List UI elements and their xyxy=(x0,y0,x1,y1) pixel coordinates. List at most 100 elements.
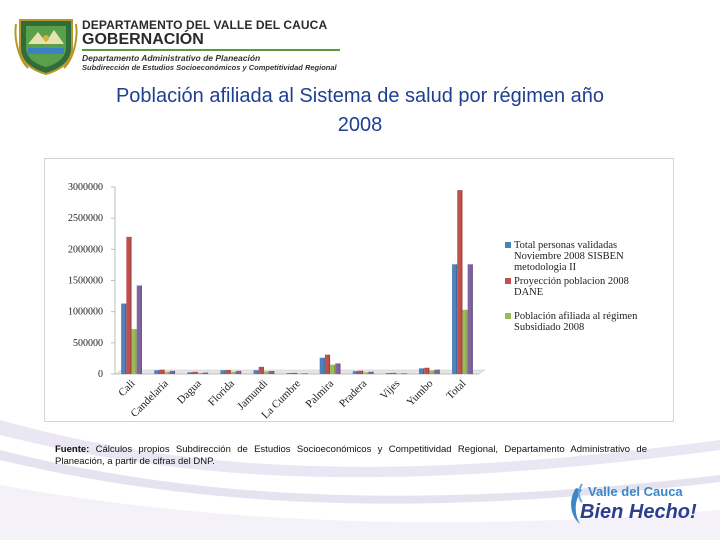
legend-swatch xyxy=(505,278,511,284)
page-title-line2: 2008 xyxy=(337,114,383,136)
bar xyxy=(452,264,458,374)
bar-shade xyxy=(389,373,392,374)
bar xyxy=(391,372,397,374)
bar xyxy=(169,370,176,374)
x-tick-label: Total xyxy=(444,378,468,402)
bar-shade xyxy=(135,329,137,374)
legend-swatch xyxy=(505,313,511,319)
bar-shade xyxy=(191,372,193,374)
bar-shade xyxy=(461,190,463,374)
bar xyxy=(357,370,364,374)
bar xyxy=(202,372,209,374)
bar xyxy=(192,371,198,374)
bar xyxy=(159,369,165,374)
legend-label: DANE xyxy=(514,287,543,298)
bar-shade xyxy=(372,371,374,374)
bar-shade xyxy=(405,373,407,374)
legend-label: Noviembre 2008 SISBEN xyxy=(514,251,624,262)
source-note: Fuente: Cálculos propios Subdirección de… xyxy=(55,444,647,468)
government-seal-icon xyxy=(14,19,78,76)
header: DEPARTAMENTO DEL VALLE DEL CAUCA GOBERNA… xyxy=(0,0,720,80)
bar-shade xyxy=(334,364,336,374)
x-tick-label: Vijes xyxy=(378,378,402,402)
x-tick-label: Yumbo xyxy=(405,377,436,408)
bar xyxy=(363,372,369,374)
bar xyxy=(424,367,430,374)
bar xyxy=(324,354,331,374)
bar xyxy=(467,264,473,374)
header-office: Departamento Administrativo de Planeació… xyxy=(82,53,261,63)
bar-shade xyxy=(456,264,458,374)
header-suboffice: Subdirección de Estudios Socioeconómicos… xyxy=(82,63,337,72)
page-title: Población afiliada al Sistema de salud p… xyxy=(40,82,680,140)
bar xyxy=(462,309,468,374)
bar xyxy=(286,373,292,374)
bar-shade xyxy=(130,236,132,374)
bar-shade xyxy=(395,372,397,374)
bar-shade xyxy=(301,373,303,374)
source-label: Fuente: xyxy=(55,444,90,455)
bar xyxy=(197,372,203,374)
header-department: DEPARTAMENTO DEL VALLE DEL CAUCA xyxy=(82,18,328,32)
bar-shade xyxy=(433,370,435,374)
bar-shade xyxy=(323,357,325,374)
bar-shade xyxy=(257,370,259,374)
bar-shade xyxy=(229,369,231,374)
y-tick-label: 2500000 xyxy=(68,213,103,224)
bar-shade xyxy=(361,370,364,374)
bar xyxy=(269,371,275,374)
bar-shade xyxy=(422,368,425,374)
y-tick-label: 500000 xyxy=(73,338,103,349)
bar xyxy=(291,372,297,374)
bar-shade xyxy=(140,285,142,374)
bar-shade xyxy=(273,371,275,374)
y-tick-label: 0 xyxy=(98,369,103,380)
legend-swatch xyxy=(505,242,511,248)
bar xyxy=(220,370,226,374)
bar xyxy=(396,373,402,374)
x-tick-label: Florida xyxy=(206,378,237,409)
header-divider xyxy=(82,49,340,51)
bar-shade xyxy=(163,369,165,374)
bar xyxy=(385,373,392,374)
bar xyxy=(352,371,358,374)
bar-shade xyxy=(290,373,292,374)
bar-shade xyxy=(466,309,468,374)
bar-shade xyxy=(295,372,297,374)
bar xyxy=(225,369,231,374)
bar-shade xyxy=(367,372,369,374)
bar xyxy=(121,303,127,374)
bar-shade xyxy=(438,369,440,374)
y-tick-label: 1000000 xyxy=(68,307,103,318)
bar xyxy=(154,370,160,374)
x-tick-label: Cali xyxy=(116,378,137,399)
x-tick-label: Pradera xyxy=(337,378,369,410)
bar-shade xyxy=(168,371,170,374)
y-tick-label: 2000000 xyxy=(68,244,103,255)
legend-label: Proyección poblacion 2008 xyxy=(514,276,629,287)
chart-frame: 0 500000 1000000 1500000 2000000 2500000 30000… xyxy=(44,158,674,422)
legend-label: Total personas validadas xyxy=(514,240,617,251)
bar xyxy=(258,366,264,374)
bar-shade xyxy=(173,370,176,374)
x-tick-label: Dagua xyxy=(175,378,204,407)
legend-label: Población afiliada al régimen xyxy=(514,311,638,322)
bar xyxy=(297,373,303,374)
bar-shade xyxy=(356,371,358,374)
bar-shade xyxy=(328,354,331,374)
bar-shade xyxy=(196,371,198,374)
bar-shade xyxy=(339,363,341,374)
bar-shade xyxy=(234,371,237,374)
bar-shade xyxy=(206,372,209,374)
bar xyxy=(131,329,137,374)
bar xyxy=(236,370,242,374)
bar xyxy=(126,236,132,374)
bar-shade xyxy=(224,370,226,374)
decorative-swoosh xyxy=(0,420,720,540)
bar xyxy=(434,369,440,374)
bar xyxy=(335,363,341,374)
bar xyxy=(253,370,259,374)
bar-chart: 0 500000 1000000 1500000 2000000 2500000 30000… xyxy=(68,182,638,421)
legend-label: Subsidiado 2008 xyxy=(514,322,584,333)
source-text: Cálculos propios Subdirección de Estudio… xyxy=(55,444,647,467)
